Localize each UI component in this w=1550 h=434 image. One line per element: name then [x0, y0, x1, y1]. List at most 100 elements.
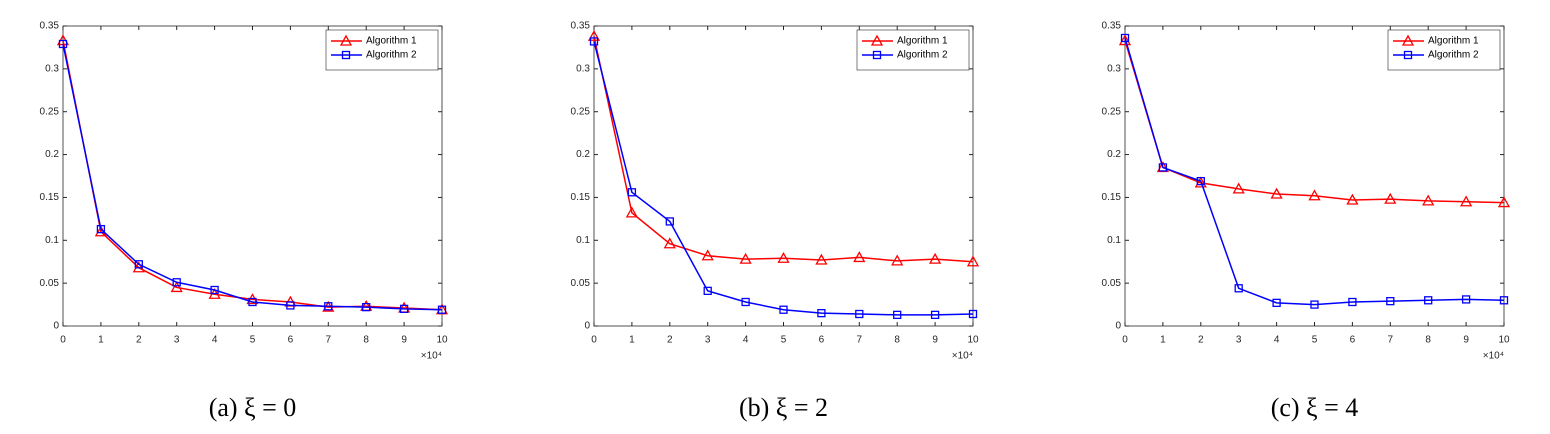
marker [853, 251, 866, 263]
y-tick-label: 0.3 [576, 63, 590, 74]
marker [1310, 300, 1319, 309]
legend-label: Algorithm 1 [897, 36, 948, 47]
line [1124, 37, 1505, 306]
y-tick-label: 0.05 [571, 278, 591, 289]
x-multiplier: ×10⁴ [421, 351, 442, 362]
marker [58, 39, 68, 49]
x-tick-label: 5 [1312, 335, 1318, 346]
marker [815, 253, 828, 265]
x-multiplier: ×10⁴ [952, 351, 973, 362]
marker [1158, 163, 1168, 172]
x-tick-label: 3 [174, 335, 180, 346]
marker [587, 29, 601, 41]
marker [1348, 297, 1357, 307]
marker [134, 260, 143, 269]
marker [1461, 295, 1471, 304]
y-tick-label: 0.3 [45, 63, 59, 74]
line [62, 40, 443, 311]
marker [1308, 189, 1321, 201]
y-tick-label: 0.2 [576, 149, 590, 160]
y-tick-label: 0.15 [571, 192, 591, 203]
x-tick-label: 7 [326, 335, 332, 346]
y-tick-label: 0 [1115, 321, 1121, 332]
marker [928, 252, 942, 264]
marker [1424, 296, 1433, 305]
y-tick-label: 0.35 [1102, 21, 1122, 32]
legend-label: Algorithm 2 [366, 50, 417, 61]
legend-marker [1401, 34, 1415, 46]
caption: (c) ξ = 4 [1271, 393, 1359, 422]
x-tick-label: 8 [363, 335, 369, 346]
marker [1196, 176, 1205, 186]
y-tick-label: 0.25 [40, 106, 60, 117]
x-tick-label: 8 [1425, 335, 1431, 346]
marker [779, 305, 788, 314]
legend-label: Algorithm 1 [1428, 36, 1479, 47]
x-tick-label: 4 [743, 335, 749, 346]
marker [1422, 194, 1435, 206]
y-tick-label: 0.15 [40, 192, 60, 203]
marker [930, 310, 940, 320]
marker [1459, 195, 1473, 207]
line [1124, 40, 1505, 204]
y-tick-label: 0.1 [576, 235, 590, 246]
marker [589, 37, 599, 46]
marker [891, 254, 904, 266]
y-tick-label: 0 [584, 321, 590, 332]
plot-area [593, 25, 974, 327]
legend-marker [339, 34, 353, 46]
marker [1386, 296, 1395, 306]
legend-marker [870, 34, 884, 46]
marker [324, 302, 333, 311]
x-tick-label: 4 [212, 335, 218, 346]
legend-box [856, 29, 970, 71]
x-tick-label: 5 [781, 335, 787, 346]
y-tick-label: 0 [53, 321, 59, 332]
x-tick-label: 10 [436, 335, 448, 346]
y-tick-label: 0.25 [571, 106, 591, 117]
line [593, 36, 974, 263]
x-tick-label: 10 [1498, 335, 1510, 346]
y-tick-label: 0.2 [45, 149, 59, 160]
plot-area [62, 25, 443, 327]
marker [286, 301, 295, 310]
x-tick-label: 0 [591, 335, 597, 346]
marker [1497, 196, 1511, 208]
marker [739, 252, 752, 264]
marker [703, 286, 712, 296]
legend-box [325, 29, 439, 71]
legend-marker [341, 50, 351, 60]
y-tick-label: 0.1 [1107, 235, 1121, 246]
caption: (a) ξ = 0 [209, 393, 297, 422]
marker [1194, 176, 1207, 188]
legend-marker [1403, 50, 1413, 60]
x-tick-label: 3 [705, 335, 711, 346]
marker [1120, 33, 1130, 43]
line [62, 43, 443, 311]
plot-area [1124, 25, 1505, 327]
marker [172, 278, 181, 287]
marker [1384, 192, 1397, 204]
x-tick-label: 6 [819, 335, 825, 346]
y-tick-label: 0.05 [1102, 278, 1122, 289]
marker [1499, 296, 1509, 305]
x-tick-label: 5 [250, 335, 256, 346]
x-tick-label: 9 [932, 335, 938, 346]
marker [362, 302, 371, 312]
marker [855, 309, 864, 319]
legend-label: Algorithm 2 [897, 50, 948, 61]
x-tick-label: 7 [857, 335, 863, 346]
x-tick-label: 9 [401, 335, 407, 346]
y-tick-label: 0.15 [1102, 192, 1122, 203]
x-tick-label: 9 [1463, 335, 1469, 346]
legend-box [1387, 29, 1501, 71]
marker [1118, 34, 1132, 46]
x-tick-label: 0 [1122, 335, 1128, 346]
legend-label: Algorithm 2 [1428, 50, 1479, 61]
x-tick-label: 2 [136, 335, 142, 346]
line [593, 41, 974, 316]
x-tick-label: 0 [60, 335, 66, 346]
y-tick-label: 0.35 [40, 21, 60, 32]
marker [1272, 298, 1281, 308]
